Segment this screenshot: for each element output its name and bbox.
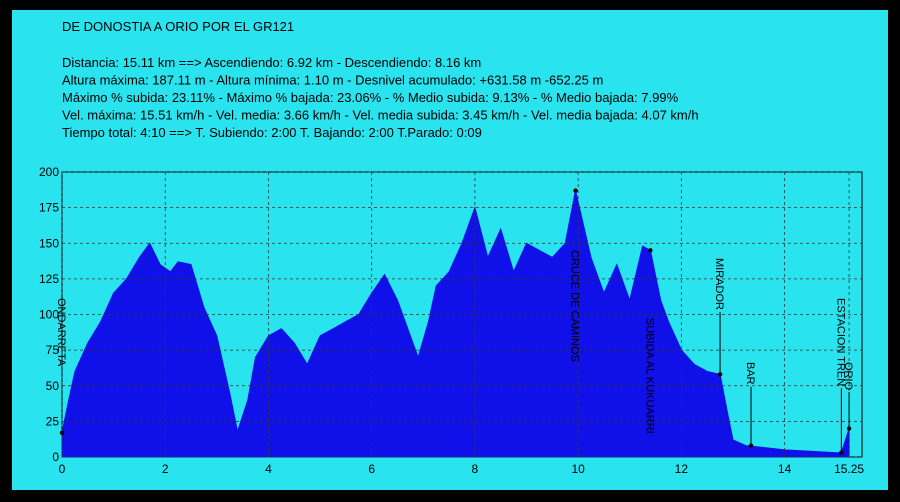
chart-title: DE DONOSTIA A ORIO POR EL GR121 — [62, 19, 294, 34]
waypoint-label: ONDARRETA — [55, 298, 67, 367]
waypoint-label: ESTACION TREN — [834, 298, 846, 386]
info-line: Máximo % subida: 23.11% - Máximo % bajad… — [62, 90, 679, 105]
waypoint-dot — [846, 426, 852, 431]
info-line: Tiempo total: 4:10 ==> T. Subiendo: 2:00… — [62, 125, 482, 140]
info-line: Distancia: 15.11 km ==> Ascendiendo: 6.9… — [62, 55, 481, 70]
x-tick-label: 0 — [59, 462, 66, 476]
waypoint-label: SUBIDA AL KUKUARRI — [643, 318, 655, 434]
x-tick-label: 2 — [162, 462, 169, 476]
x-tick-label: 6 — [368, 462, 375, 476]
x-tick-label: 4 — [265, 462, 272, 476]
info-line: Vel. máxima: 15.51 km/h - Vel. media: 3.… — [62, 108, 699, 123]
y-tick-label: 150 — [39, 236, 59, 250]
info-line: Altura máxima: 187.11 m - Altura mínima:… — [62, 73, 603, 88]
y-tick-label: 175 — [39, 201, 59, 215]
x-tick-label: 12 — [675, 462, 689, 476]
waypoint-dot — [839, 450, 844, 455]
y-tick-label: 25 — [46, 414, 60, 428]
waypoint-label: MIRADOR — [713, 258, 725, 310]
y-tick-label: 50 — [46, 379, 60, 393]
waypoint-label: ORIO — [842, 362, 854, 391]
x-tick-label: 14 — [778, 462, 792, 476]
waypoint-label: BAR — [744, 362, 756, 385]
y-tick-label: 100 — [39, 308, 59, 322]
x-tick-label: 10 — [571, 462, 585, 476]
waypoint-dot — [573, 188, 578, 193]
waypoint-dot — [748, 443, 754, 448]
waypoint-dot — [648, 248, 653, 253]
x-tick-label: 15.25 — [834, 462, 864, 476]
waypoint-dot — [717, 372, 723, 377]
waypoint-label: CRUCE DE CAMINOS — [569, 250, 581, 362]
y-tick-label: 200 — [39, 165, 59, 179]
y-tick-label: 75 — [46, 343, 60, 357]
y-tick-label: 125 — [39, 272, 59, 286]
y-tick-label: 0 — [52, 450, 59, 464]
waypoint-dot — [59, 430, 65, 435]
elevation-area — [61, 190, 850, 458]
x-tick-label: 8 — [472, 462, 479, 476]
